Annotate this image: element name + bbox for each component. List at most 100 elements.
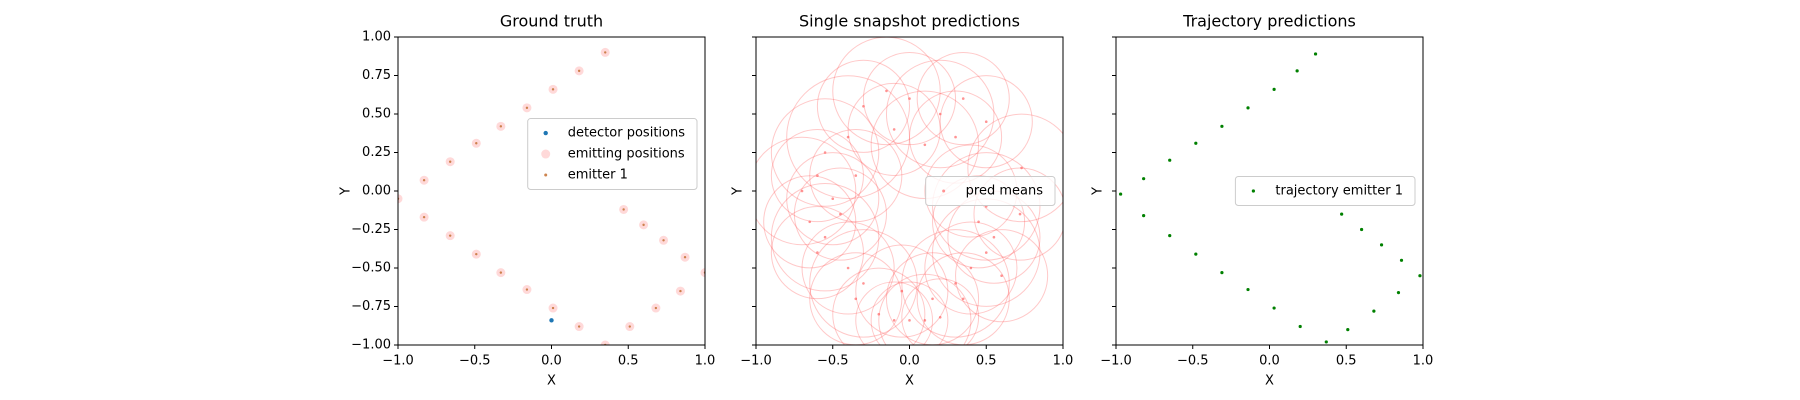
uncertainty-circle: [855, 281, 934, 345]
point: [816, 174, 819, 177]
point: [398, 194, 403, 204]
point: [885, 89, 888, 93]
point: [1220, 271, 1224, 275]
point: [577, 325, 581, 328]
uncertainty-circle: [878, 273, 972, 345]
point: [961, 97, 965, 100]
point: [954, 135, 957, 139]
uncertainty-circle: [870, 281, 949, 345]
point: [1142, 177, 1146, 181]
legend-box: [1234, 176, 1416, 206]
point: [1246, 287, 1250, 292]
point: [846, 266, 850, 270]
legend-label: pred means: [966, 184, 1044, 199]
panel: −1.0 −0.5 0.0 0.5 1.0 Single snapshot predict…: [731, 12, 1074, 389]
point: [1020, 166, 1023, 170]
point: [525, 288, 529, 291]
point: [1298, 324, 1302, 329]
point: [1272, 87, 1276, 91]
point: [877, 312, 881, 316]
uncertainty-circle: [939, 75, 1033, 169]
uncertainty-circle: [770, 129, 864, 223]
point: [862, 282, 865, 285]
point: [938, 112, 942, 116]
point: [1246, 106, 1250, 110]
x-tick-label: 1.0: [1053, 354, 1074, 369]
panel: −1.0 −0.5 0.0 0.5 1.0 Trajectory predictions X…: [1091, 12, 1434, 389]
point: [1324, 340, 1328, 344]
legend-marker: [541, 149, 551, 159]
uncertainty-circle: [901, 278, 980, 345]
point: [823, 235, 827, 239]
legend: detector positions emitting positions emit…: [527, 118, 698, 191]
uncertainty-circle: [955, 229, 1049, 323]
point: [923, 319, 927, 322]
y-axis-label: Y: [731, 187, 746, 196]
y-tick-label: 0.00: [362, 184, 391, 199]
y-tick-label: −0.75: [351, 299, 391, 314]
x-tick-label: 0.0: [899, 354, 920, 369]
y-tick-label: −0.25: [351, 222, 391, 237]
uncertainty-circle: [793, 167, 887, 261]
uncertainty-circle: [967, 113, 1063, 223]
uncertainty-circle: [786, 75, 910, 200]
uncertainty-circle: [832, 267, 926, 345]
uncertainty-circle: [770, 98, 880, 207]
chart-title: Trajectory predictions: [1182, 12, 1356, 31]
point: [854, 174, 858, 177]
point: [600, 340, 610, 345]
point: [1000, 274, 1003, 278]
point: [448, 160, 452, 163]
point: [683, 256, 687, 259]
uncertainty-circle: [763, 175, 857, 269]
point: [908, 97, 911, 100]
point: [1194, 141, 1198, 145]
point: [1399, 258, 1404, 262]
point: [808, 220, 812, 224]
x-tick-label: −1.0: [740, 354, 772, 369]
point: [977, 220, 980, 224]
legend-marker: [544, 173, 548, 177]
point: [700, 268, 705, 278]
point: [422, 179, 426, 182]
point: [831, 197, 835, 200]
axes-frame: [397, 36, 706, 346]
y-tick-label: 0.50: [362, 107, 391, 122]
uncertainty-circle: [801, 221, 895, 315]
point: [800, 189, 804, 193]
y-tick-label: 1.00: [362, 30, 391, 45]
x-tick-label: 1.0: [1413, 354, 1434, 369]
y-tick-label: 0.25: [362, 145, 391, 160]
uncertainty-circle: [924, 221, 1018, 315]
point: [1396, 291, 1401, 295]
legend-label: detector positions: [568, 126, 686, 141]
point: [662, 239, 665, 242]
legend-label: emitting positions: [568, 147, 685, 162]
point: [892, 319, 896, 322]
x-tick-label: −0.5: [1177, 354, 1209, 369]
point: [679, 289, 682, 293]
point: [862, 105, 865, 108]
plot-area: [1119, 52, 1422, 344]
x-tick-label: 0.5: [976, 354, 997, 369]
point: [839, 212, 842, 216]
uncertainty-circle: [870, 90, 980, 200]
point: [1018, 212, 1022, 216]
point: [1360, 227, 1364, 232]
legend-label: emitter 1: [568, 168, 628, 183]
y-axis-label: Y: [1091, 187, 1106, 196]
point: [628, 325, 631, 328]
point: [1379, 243, 1384, 247]
uncertainty-circle: [855, 244, 949, 338]
uncertainty-circle: [756, 136, 857, 246]
uncertainty-circle: [973, 167, 1063, 261]
point: [499, 125, 503, 128]
point: [475, 252, 478, 256]
uncertainty-circle: [770, 206, 864, 300]
uncertainty-circle: [847, 82, 941, 176]
point: [1142, 214, 1146, 218]
uncertainty-circle: [932, 152, 1041, 261]
x-tick-label: 0.0: [541, 354, 562, 369]
point: [854, 297, 858, 301]
